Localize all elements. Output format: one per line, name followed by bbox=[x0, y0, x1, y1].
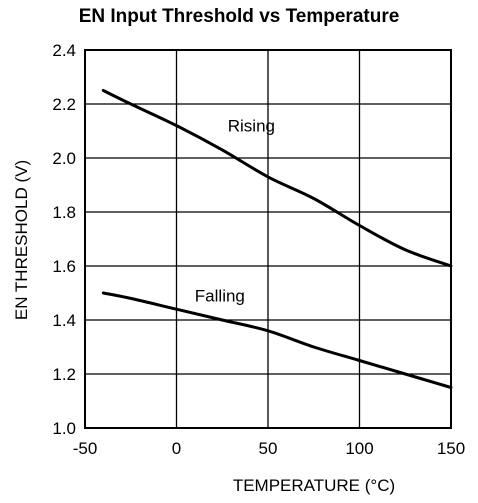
y-tick-labels: 1.0 1.2 1.4 1.6 1.8 2.0 2.2 2.4 bbox=[52, 41, 76, 438]
plot-frame bbox=[84, 49, 452, 429]
x-tick-label: 100 bbox=[345, 439, 373, 458]
series-labels: Rising Falling bbox=[195, 117, 275, 306]
x-axis-label: TEMPERATURE (°C) bbox=[233, 476, 395, 495]
grid bbox=[85, 50, 451, 428]
y-tick-label: 1.2 bbox=[52, 365, 76, 384]
y-axis-label: EN THRESHOLD (V) bbox=[12, 160, 31, 320]
x-tick-label: -50 bbox=[73, 439, 98, 458]
y-tick-label: 2.2 bbox=[52, 95, 76, 114]
chart-title: EN Input Threshold vs Temperature bbox=[78, 6, 400, 27]
y-tick-label: 2.0 bbox=[52, 149, 76, 168]
y-tick-label: 1.6 bbox=[52, 257, 76, 276]
x-tick-label: 0 bbox=[172, 439, 181, 458]
y-tick-label: 2.4 bbox=[52, 41, 76, 60]
y-tick-label: 1.8 bbox=[52, 203, 76, 222]
y-tick-label: 1.4 bbox=[52, 311, 76, 330]
series-label-rising: Rising bbox=[228, 117, 275, 136]
series-line-rising bbox=[101, 89, 453, 268]
y-tick-label: 1.0 bbox=[52, 419, 76, 438]
series-lines bbox=[101, 89, 453, 389]
x-tick-label: 50 bbox=[259, 439, 278, 458]
x-tick-labels: -50 0 50 100 150 bbox=[73, 439, 465, 458]
series-line-falling bbox=[101, 291, 453, 389]
x-tick-label: 150 bbox=[437, 439, 465, 458]
series-label-falling: Falling bbox=[195, 287, 245, 306]
